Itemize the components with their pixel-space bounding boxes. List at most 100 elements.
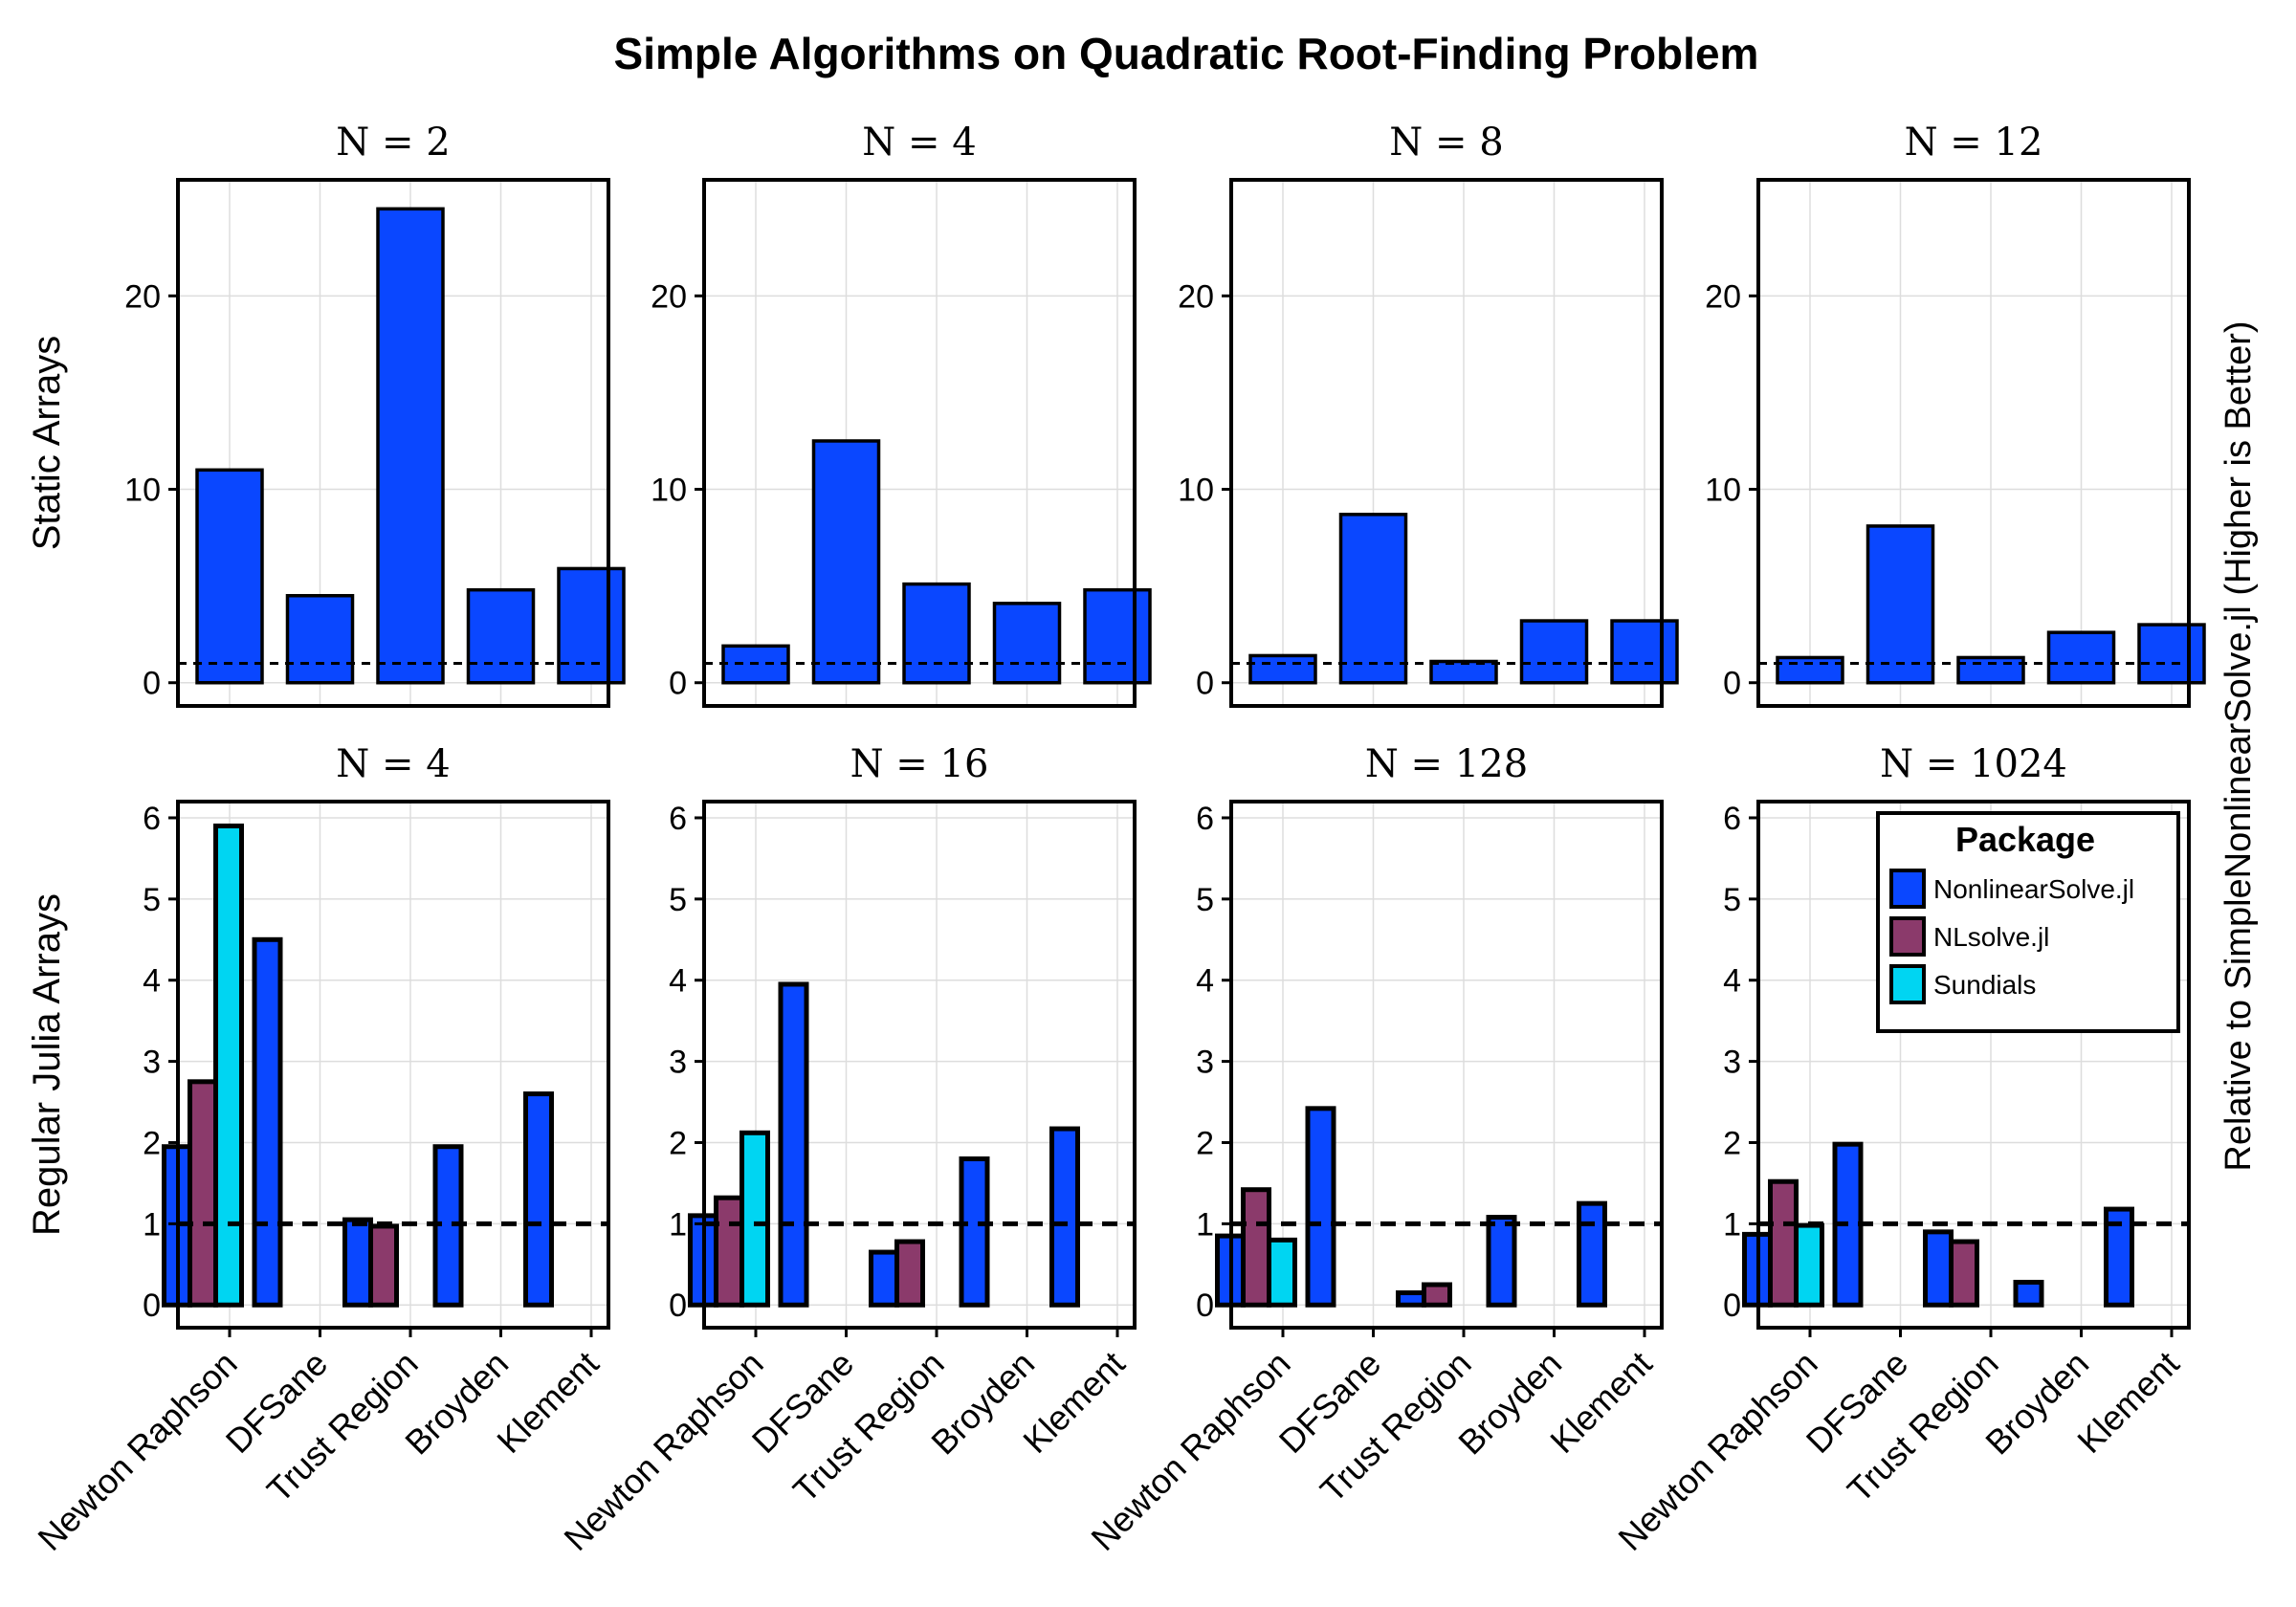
bar bbox=[740, 1130, 770, 1308]
y-tick-label: 20 bbox=[124, 278, 161, 315]
bar bbox=[1949, 1239, 1979, 1308]
bar bbox=[213, 823, 244, 1308]
y-tick-label: 6 bbox=[1196, 801, 1214, 837]
y-tick-label: 2 bbox=[143, 1125, 161, 1161]
panel-title: N = 128 bbox=[1365, 742, 1528, 786]
bar bbox=[1768, 1178, 1799, 1308]
y-tick-label: 6 bbox=[1723, 801, 1741, 837]
bar bbox=[2013, 1279, 2044, 1308]
bar bbox=[714, 1195, 744, 1308]
bar bbox=[1486, 1215, 1517, 1308]
bar bbox=[557, 566, 626, 685]
legend-label: Sundials bbox=[1933, 970, 2036, 1000]
y-tick-label: 0 bbox=[669, 1288, 687, 1324]
bar bbox=[1429, 659, 1498, 685]
y-tick-label: 2 bbox=[1723, 1125, 1741, 1161]
bar bbox=[1923, 1229, 1954, 1308]
bar bbox=[1241, 1187, 1271, 1308]
bar bbox=[1338, 513, 1408, 685]
bar bbox=[811, 439, 881, 685]
panel-frame bbox=[702, 178, 1137, 708]
bar bbox=[1422, 1282, 1452, 1308]
bar bbox=[959, 1156, 990, 1308]
bar bbox=[368, 1223, 399, 1308]
panel-title: N = 4 bbox=[336, 742, 450, 786]
bar bbox=[1248, 653, 1317, 685]
x-tick-label: Klement bbox=[1015, 1344, 1132, 1461]
bar bbox=[1577, 1200, 1607, 1308]
bar bbox=[1776, 655, 1844, 685]
panel-frame bbox=[1229, 178, 1664, 708]
bar bbox=[778, 981, 809, 1308]
y-tick-label: 6 bbox=[669, 801, 687, 837]
panel: N = 8 0 10 20 bbox=[1178, 121, 1679, 708]
panel-frame bbox=[176, 178, 610, 708]
legend-swatch bbox=[1889, 869, 1926, 909]
y-tick-label: 4 bbox=[143, 963, 161, 1000]
bar bbox=[992, 602, 1062, 685]
legend: Package NonlinearSolve.jl NLsolve.jl Sundia… bbox=[1876, 811, 2180, 1033]
legend-swatch bbox=[1889, 964, 1926, 1004]
bar bbox=[523, 1091, 554, 1308]
y-tick-label: 10 bbox=[651, 473, 687, 509]
panel: N = 2 0 10 20 bbox=[124, 121, 626, 708]
y-tick-label: 5 bbox=[143, 882, 161, 918]
bar bbox=[902, 582, 971, 685]
y-tick-label: 20 bbox=[1178, 278, 1214, 315]
panel-frame bbox=[702, 800, 1137, 1330]
panel: N = 4 0 10 20 bbox=[651, 121, 1152, 708]
bar bbox=[2046, 630, 2116, 685]
panel: N = 12 0 10 20 bbox=[1705, 121, 2206, 708]
y-tick-label: 5 bbox=[669, 882, 687, 918]
y-tick-label: 0 bbox=[1723, 666, 1741, 702]
y-tick-label: 10 bbox=[124, 473, 161, 509]
chart-title: Simple Algorithms on Quadratic Root-Find… bbox=[614, 29, 1759, 78]
y-tick-label: 1 bbox=[1723, 1206, 1741, 1243]
y-tick-label: 4 bbox=[1723, 963, 1741, 1000]
y-tick-label: 2 bbox=[1196, 1125, 1214, 1161]
y-tick-label: 3 bbox=[1723, 1045, 1741, 1081]
y-tick-label: 1 bbox=[1196, 1206, 1214, 1243]
panel-title: N = 12 bbox=[1905, 121, 2043, 165]
y-tick-label: 0 bbox=[1196, 666, 1214, 702]
bar bbox=[188, 1079, 218, 1308]
panel-title: N = 16 bbox=[850, 742, 989, 786]
y-tick-label: 1 bbox=[669, 1206, 687, 1243]
x-tick-label: Klement bbox=[1542, 1344, 1659, 1461]
x-tick-label: Newton Raphson bbox=[30, 1344, 244, 1558]
bar bbox=[1519, 619, 1589, 685]
bar bbox=[342, 1217, 373, 1308]
row-ylabel: Static Arrays bbox=[26, 336, 68, 551]
y-tick-label: 3 bbox=[1196, 1045, 1214, 1081]
bar bbox=[894, 1239, 925, 1308]
panel-title: N = 1024 bbox=[1880, 742, 2067, 786]
y-tick-label: 5 bbox=[1723, 882, 1741, 918]
y-tick-label: 3 bbox=[669, 1045, 687, 1081]
y-tick-label: 0 bbox=[1196, 1288, 1214, 1324]
bar bbox=[466, 587, 536, 685]
panel-frame bbox=[176, 800, 610, 1330]
y-tick-label: 2 bbox=[669, 1125, 687, 1161]
bar bbox=[2137, 623, 2206, 685]
y-tick-label: 1 bbox=[143, 1206, 161, 1243]
bar bbox=[376, 207, 445, 685]
legend-label: NonlinearSolve.jl bbox=[1933, 874, 2134, 904]
bar bbox=[869, 1249, 899, 1308]
y-tick-label: 10 bbox=[1178, 473, 1214, 509]
y-tick-label: 6 bbox=[143, 801, 161, 837]
panel-title: N = 2 bbox=[336, 121, 450, 165]
legend-label: NLsolve.jl bbox=[1933, 922, 2049, 952]
legend-swatch bbox=[1889, 916, 1926, 957]
bar bbox=[1956, 655, 2025, 685]
bar bbox=[285, 593, 355, 685]
y-tick-label: 0 bbox=[669, 666, 687, 702]
x-tick-label: Klement bbox=[489, 1344, 606, 1461]
panel-title: N = 4 bbox=[862, 121, 976, 165]
bar bbox=[1049, 1126, 1080, 1308]
bar bbox=[1610, 619, 1679, 685]
